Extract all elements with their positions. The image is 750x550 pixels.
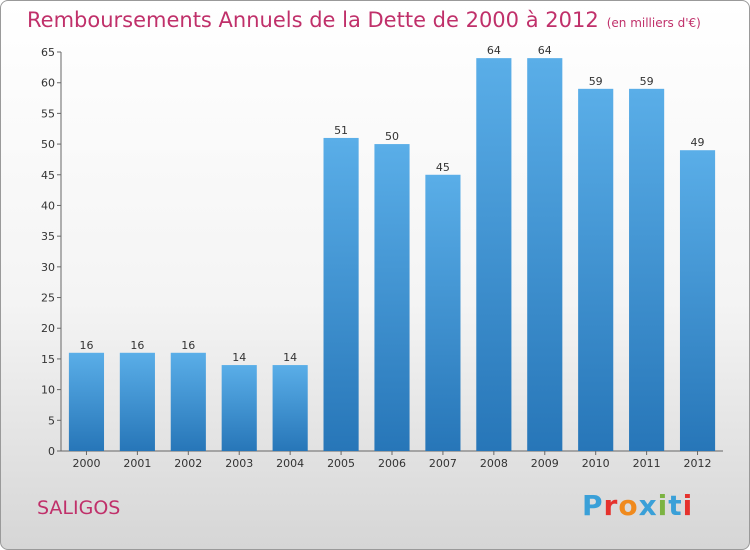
x-tick-label: 2010 bbox=[582, 457, 610, 470]
chart-title: Remboursements Annuels de la Dette de 20… bbox=[27, 8, 701, 32]
x-tick-label: 2003 bbox=[225, 457, 253, 470]
bar-value-label: 14 bbox=[232, 351, 246, 364]
bar-value-label: 64 bbox=[487, 44, 501, 57]
bar-value-label: 59 bbox=[589, 75, 603, 88]
x-tick-label: 2002 bbox=[174, 457, 202, 470]
title-unit: (en milliers d'€) bbox=[606, 16, 701, 30]
y-tick-label: 55 bbox=[41, 107, 55, 120]
axes: 0 5 10 15 20 25 30 35 40 45 50 55 60 65 2000 2001 2002 20… bbox=[41, 46, 723, 470]
y-tick-label: 10 bbox=[41, 384, 55, 397]
x-tick-label: 2000 bbox=[72, 457, 100, 470]
logo-letter: t bbox=[668, 489, 683, 522]
y-tick-label: 20 bbox=[41, 322, 55, 335]
bar bbox=[374, 144, 410, 452]
y-tick-label: 45 bbox=[41, 169, 55, 182]
logo-letter: o bbox=[618, 489, 639, 522]
y-tick-label: 50 bbox=[41, 138, 55, 151]
x-tick-label: 2001 bbox=[123, 457, 151, 470]
bar-value-label: 49 bbox=[691, 136, 705, 149]
logo-letter: P bbox=[582, 489, 604, 522]
bar bbox=[476, 58, 512, 452]
bar bbox=[578, 88, 614, 451]
title-text: Remboursements Annuels de la Dette de 20… bbox=[27, 8, 599, 32]
x-tick-label: 2006 bbox=[378, 457, 406, 470]
bar bbox=[323, 137, 359, 451]
y-tick-label: 15 bbox=[41, 353, 55, 366]
logo-letter: i bbox=[657, 489, 669, 522]
x-tick-label: 2007 bbox=[429, 457, 457, 470]
bar-value-label: 59 bbox=[640, 75, 654, 88]
y-tick-label: 65 bbox=[41, 46, 55, 59]
y-tick-label: 0 bbox=[48, 445, 55, 458]
y-tick-label: 40 bbox=[41, 199, 55, 212]
x-tick-label: 2011 bbox=[633, 457, 661, 470]
logo-letter: r bbox=[603, 489, 619, 522]
bar bbox=[119, 352, 155, 451]
bar-value-label: 16 bbox=[130, 339, 144, 352]
y-tick-label: 5 bbox=[48, 414, 55, 427]
bar-value-label: 51 bbox=[334, 124, 348, 137]
bar-value-label: 16 bbox=[181, 339, 195, 352]
bar bbox=[629, 88, 665, 451]
bar bbox=[68, 352, 105, 451]
x-tick-label: 2012 bbox=[684, 457, 712, 470]
bar bbox=[527, 58, 563, 452]
y-tick-label: 25 bbox=[41, 292, 55, 305]
bar-value-label: 64 bbox=[538, 44, 552, 57]
proxiti-logo: Proxiti bbox=[582, 489, 693, 522]
bar-value-label: 16 bbox=[79, 339, 93, 352]
y-tick-label: 35 bbox=[41, 230, 55, 243]
bar bbox=[272, 365, 308, 451]
logo-letter: i bbox=[682, 489, 694, 522]
bars: 16 16 16 14 14 51 50 45 64 64 59 59 49 bbox=[68, 44, 716, 452]
logo-letter: x bbox=[638, 489, 658, 522]
bar bbox=[425, 174, 461, 451]
bar bbox=[170, 352, 206, 451]
y-tick-label: 30 bbox=[41, 261, 55, 274]
bar bbox=[679, 150, 716, 451]
bar-value-label: 14 bbox=[283, 351, 297, 364]
y-tick-label: 60 bbox=[41, 77, 55, 90]
x-tick-label: 2008 bbox=[480, 457, 508, 470]
x-tick-label: 2004 bbox=[276, 457, 304, 470]
bar-value-label: 45 bbox=[436, 161, 450, 174]
bar-value-label: 50 bbox=[385, 130, 399, 143]
bar bbox=[221, 365, 257, 451]
x-tick-label: 2009 bbox=[531, 457, 559, 470]
commune-name: SALIGOS bbox=[37, 497, 121, 519]
x-tick-label: 2005 bbox=[327, 457, 355, 470]
